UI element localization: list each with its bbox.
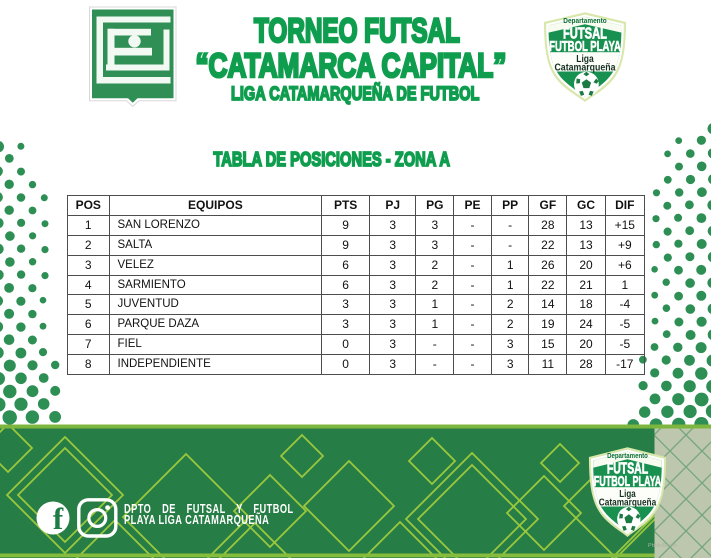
svg-text:PhotoRoom: PhotoRoom	[648, 543, 677, 549]
svg-text:f: f	[53, 501, 64, 536]
